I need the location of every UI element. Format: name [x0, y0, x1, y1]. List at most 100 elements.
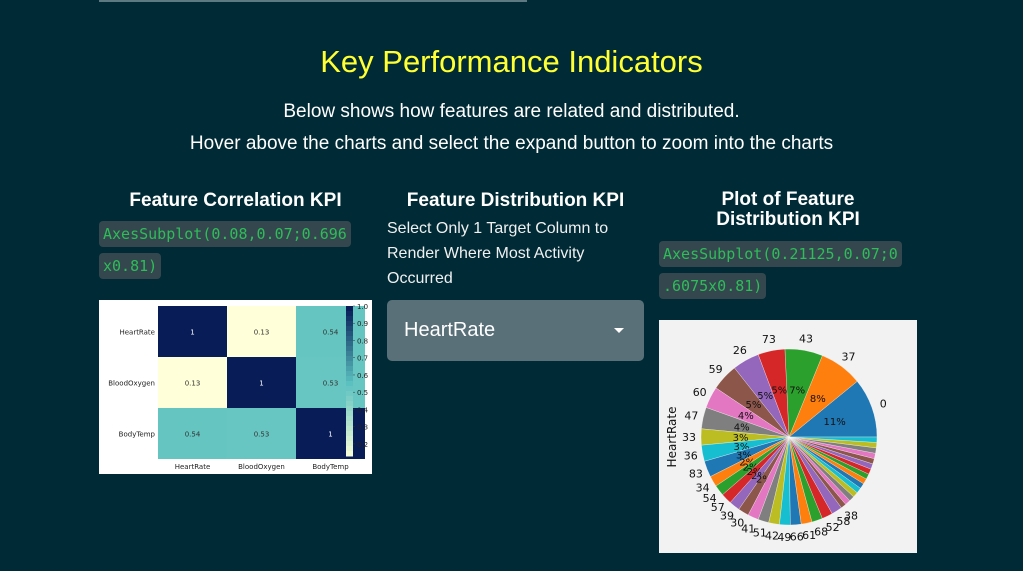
- pie-slice: [788, 436, 878, 443]
- colorbar-segment: [346, 356, 353, 362]
- target-column-value: HeartRate: [404, 319, 496, 341]
- pie-outer-label: 33: [682, 431, 696, 444]
- heatmap-row-label: BodyTemp: [119, 431, 156, 439]
- heatmap-cell: [227, 306, 296, 357]
- distribution-title: Feature Distribution KPI: [406, 190, 625, 211]
- pie-outer-label: 60: [693, 386, 707, 399]
- pie-pct-label: 2%: [756, 474, 772, 485]
- subtitle-line-2: Hover above the charts and select the ex…: [189, 133, 834, 154]
- colorbar-segment: [346, 441, 353, 447]
- pie-outer-label: 41: [741, 522, 755, 535]
- pie-outer-label: 34: [696, 481, 710, 494]
- colorbar-tick-label: 0.5: [357, 389, 368, 397]
- heatmap-value-label: 0.13: [185, 380, 201, 388]
- pie-outer-label: 0: [880, 397, 887, 410]
- pie-pct-label: 8%: [810, 394, 826, 405]
- colorbar-tick-label: 0.4: [357, 406, 369, 414]
- pie-outer-label: 30: [730, 517, 744, 530]
- correlation-title: Feature Correlation KPI: [129, 190, 342, 211]
- pie-outer-label: 37: [842, 351, 856, 364]
- colorbar-segment: [346, 311, 353, 317]
- colorbar-segment: [346, 361, 353, 367]
- pie-pct-label: 7%: [789, 385, 805, 396]
- pie-outer-label: 59: [709, 363, 723, 376]
- correlation-code-line-1: AxesSubplot(0.08,0.07;0.696: [99, 221, 351, 247]
- colorbar-segment: [346, 376, 353, 382]
- heatmap-col-label: BodyTemp: [312, 463, 349, 471]
- pie-pct-label: 4%: [738, 411, 754, 422]
- heatmap-value-label: 0.54: [323, 329, 339, 337]
- heatmap-value-label: 1: [259, 380, 263, 388]
- subtitle-line-1: Below shows how features are related and…: [283, 101, 740, 122]
- colorbar-tick-label: 0.2: [357, 441, 368, 449]
- pie-outer-label: 47: [684, 409, 698, 422]
- colorbar-segment: [346, 421, 353, 427]
- colorbar-segment: [346, 316, 353, 322]
- pie-pct-label: 5%: [771, 386, 787, 397]
- plot-code-line-1: AxesSubplot(0.21125,0.07;0: [659, 241, 902, 267]
- colorbar-tick-label: 0.9: [357, 320, 368, 328]
- distribution-desc-1: Select Only 1 Target Column to: [387, 220, 609, 237]
- pie-outer-label: 38: [844, 509, 858, 522]
- pie-outer-label: 36: [684, 450, 698, 463]
- pie-outer-label: 57: [711, 501, 725, 514]
- colorbar-segment: [346, 341, 353, 347]
- colorbar-tick-label: 0.6: [357, 372, 369, 380]
- heatmap-cell: [227, 357, 296, 408]
- pie-pct-label: 2%: [739, 457, 755, 468]
- pie-pct-label: 4%: [734, 423, 750, 434]
- pie-outer-label: 73: [762, 333, 776, 346]
- pie-outer-label: 39: [720, 509, 734, 522]
- plot-code-line-2: .6075x0.81): [659, 273, 767, 299]
- distribution-desc-3: Occurred: [387, 270, 453, 287]
- heatmap-cell: [158, 357, 227, 408]
- correlation-heatmap[interactable]: 1 0.13 0.54 HeartRate 0.13 1 0.53 BloodOxygen 0.…: [99, 300, 372, 474]
- pie-pct-label: 3%: [733, 433, 749, 444]
- colorbar-segment: [346, 431, 353, 437]
- colorbar-segment: [346, 326, 353, 332]
- pie-outer-label: 42: [765, 530, 779, 543]
- pie-outer-label: 83: [689, 467, 703, 480]
- colorbar-segment: [346, 346, 353, 352]
- plot-title-line-1: Plot of Feature: [721, 189, 855, 210]
- heatmap-value-label: 0.13: [254, 329, 270, 337]
- colorbar-segment: [346, 351, 353, 357]
- page-title: Key Performance Indicators: [320, 44, 703, 79]
- heatmap-cell: [296, 357, 365, 408]
- heatmap-value-label: 0.53: [323, 380, 339, 388]
- heatmap-row-label: HeartRate: [119, 329, 155, 337]
- top-divider: [99, 0, 527, 2]
- pie-outer-label: 61: [802, 529, 816, 542]
- colorbar-tick-label: 0.7: [357, 355, 368, 363]
- pie-outer-label: 52: [826, 521, 840, 534]
- colorbar-segment: [346, 396, 353, 402]
- colorbar-segment: [346, 391, 353, 397]
- pie-outer-label: 68: [814, 526, 828, 539]
- pie-outer-label: 51: [753, 527, 767, 540]
- colorbar-segment: [346, 306, 353, 312]
- colorbar-segment: [346, 446, 353, 452]
- heatmap-cell: [296, 408, 365, 459]
- pie-outer-label: 66: [790, 531, 804, 544]
- pie-outer-label: 26: [733, 344, 747, 357]
- colorbar-segment: [346, 331, 353, 337]
- heatmap-cell: [296, 306, 365, 357]
- colorbar-segment: [346, 426, 353, 432]
- pie-outer-label: 54: [703, 492, 717, 505]
- colorbar-segment: [346, 381, 353, 387]
- pie-svg: 11%8%7%5%5%5%4%4%3%3%3%2%2%2%2%2%0374373…: [665, 332, 887, 544]
- heatmap-cell: [227, 408, 296, 459]
- colorbar-segment: [346, 406, 353, 412]
- correlation-code-line-2: x0.81): [99, 253, 162, 279]
- heatmap-value-label: 1: [328, 431, 332, 439]
- target-column-select[interactable]: HeartRate: [387, 300, 644, 361]
- distribution-desc-2: Render Where Most Activity: [387, 245, 585, 262]
- heatmap-value-label: 1: [190, 329, 194, 337]
- distribution-pie-chart[interactable]: 11% 8% 7% 5% 5% 5% 4% 4% 3% 3% 3% 2% 2% 2% 2% 2% 0 37 43 73…: [659, 320, 917, 553]
- pie-ylabel: HeartRate: [665, 407, 679, 468]
- pie-pct-label: 5%: [746, 400, 762, 411]
- heatmap-value-label: 0.53: [254, 431, 270, 439]
- colorbar-segment: [346, 436, 353, 442]
- pie-outer-label: 58: [836, 515, 850, 528]
- chevron-down-icon[interactable]: [614, 328, 624, 333]
